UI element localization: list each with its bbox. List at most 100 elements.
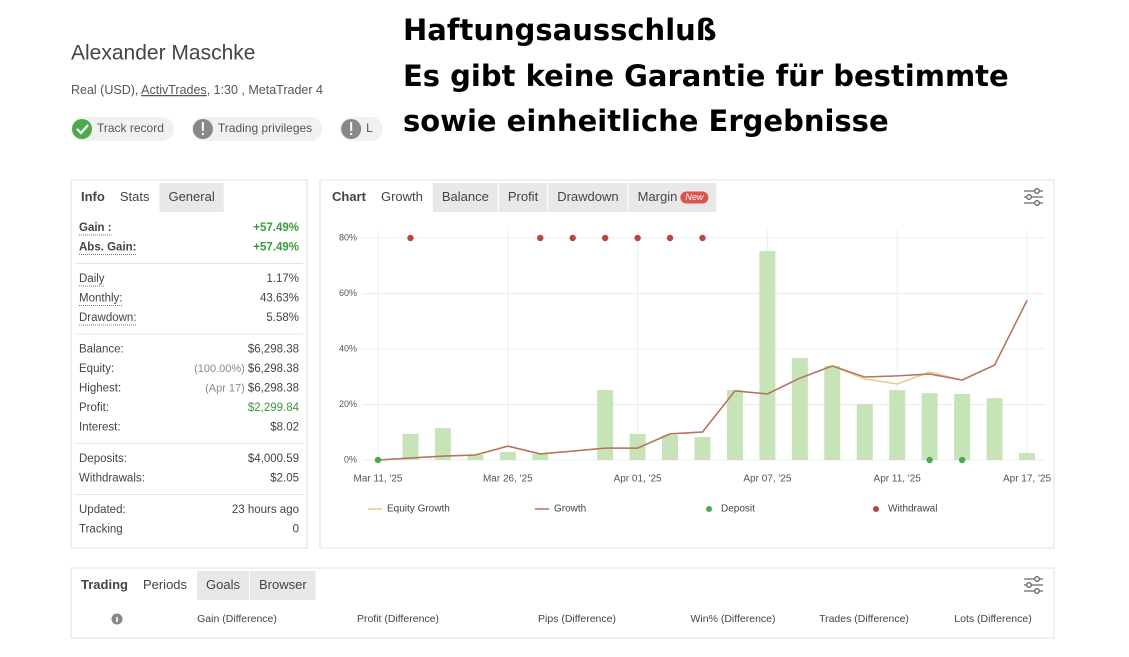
series-point xyxy=(699,234,706,242)
stat-value: $6,298.38 xyxy=(248,344,299,356)
bar xyxy=(726,390,743,460)
column-header: Gain (Difference) xyxy=(197,613,277,625)
tab[interactable] xyxy=(159,183,224,212)
bang-dot xyxy=(201,133,204,135)
stat-label: Withdrawals: xyxy=(79,473,145,485)
bar xyxy=(759,251,776,460)
series-point xyxy=(407,234,414,242)
trader-name: Alexander Maschke xyxy=(71,42,255,65)
chart-panel xyxy=(319,179,1055,549)
badge-icon xyxy=(72,119,92,139)
tab-label: Browser xyxy=(259,577,307,592)
filter-icon[interactable] xyxy=(1024,188,1043,206)
bar xyxy=(402,433,419,460)
column-header: Lots (Difference) xyxy=(954,613,1031,625)
tab-label: Drawdown xyxy=(557,189,618,204)
tab-label: General xyxy=(168,189,214,204)
legend-label[interactable]: Growth xyxy=(554,504,586,515)
tab[interactable] xyxy=(250,571,316,600)
stat-note: (Apr 17) xyxy=(205,382,245,394)
bar xyxy=(1019,453,1035,460)
tab-label: Periods xyxy=(143,577,188,592)
bar xyxy=(629,433,646,460)
stat-label: Drawdown: xyxy=(79,312,137,324)
tab-label: Balance xyxy=(442,189,489,204)
tab[interactable] xyxy=(110,183,159,212)
disclaimer-line: sowie einheitliche Ergebnisse xyxy=(403,104,889,138)
stat-value: 1.17% xyxy=(266,273,299,285)
x-tick-label: Mar 26, '25 xyxy=(483,474,533,485)
bar xyxy=(824,365,841,460)
bar xyxy=(467,455,484,460)
badge-label: Trading privileges xyxy=(218,121,312,135)
stat-value: $2,299.84 xyxy=(248,402,300,414)
tab[interactable] xyxy=(197,571,249,600)
y-tick-label: 20% xyxy=(339,399,357,409)
legend-swatch xyxy=(706,506,712,512)
new-badge xyxy=(680,191,709,204)
tab-label: Stats xyxy=(120,189,150,204)
stat-label: Monthly: xyxy=(79,293,122,305)
check-mark xyxy=(76,124,89,135)
tab[interactable] xyxy=(498,183,548,212)
tab[interactable] xyxy=(133,571,197,600)
series-point xyxy=(569,234,576,242)
stat-label: Daily xyxy=(79,273,105,285)
x-tick-label: Mar 11, '25 xyxy=(354,474,403,485)
account-type: Real (USD), xyxy=(71,83,141,97)
stat-label: Deposits: xyxy=(79,453,127,465)
bar xyxy=(889,390,906,460)
tab-label: Growth xyxy=(381,189,423,204)
series-point xyxy=(374,456,382,464)
account-details: , 1:30 , MetaTrader 4 xyxy=(207,83,323,97)
tab[interactable] xyxy=(548,183,628,212)
stat-label: Updated: xyxy=(79,504,126,516)
table-header xyxy=(72,602,1053,636)
badge-label: L xyxy=(366,121,373,135)
series-point xyxy=(958,456,966,464)
legend-swatch xyxy=(873,506,879,512)
new-badge-label: New xyxy=(685,192,704,202)
badge[interactable] xyxy=(191,117,323,141)
filter-icon[interactable] xyxy=(1024,576,1043,594)
stat-value: $2.05 xyxy=(270,473,299,485)
column-header: Win% (Difference) xyxy=(691,613,776,625)
bar xyxy=(856,403,873,460)
series-point xyxy=(537,234,544,242)
stat-value: 23 hours ago xyxy=(232,504,299,516)
bar xyxy=(986,398,1003,460)
column-header: Trades (Difference) xyxy=(819,613,909,625)
tab-label: Goals xyxy=(206,577,240,592)
bang xyxy=(350,122,353,131)
stat-value: +57.49% xyxy=(253,242,299,254)
column-header: Profit (Difference) xyxy=(357,613,439,625)
tab[interactable] xyxy=(432,183,498,212)
info-icon xyxy=(111,613,123,625)
stat-label: Profit: xyxy=(79,402,109,414)
broker-link[interactable]: ActivTrades xyxy=(141,83,207,97)
stat-value: $4,000.59 xyxy=(248,453,299,465)
legend-label[interactable]: Equity Growth xyxy=(387,504,450,515)
stats-panel xyxy=(70,179,308,549)
stat-label: Interest: xyxy=(79,422,121,434)
bang xyxy=(201,122,204,131)
tab[interactable] xyxy=(371,183,432,212)
legend-label[interactable]: Withdrawal xyxy=(888,504,937,515)
bar xyxy=(694,436,711,460)
badge[interactable] xyxy=(71,117,174,141)
stat-value: $6,298.38 xyxy=(248,383,299,395)
badge-label: Track record xyxy=(97,121,164,135)
stat-label: Abs. Gain: xyxy=(79,242,137,254)
x-tick-label: Apr 01, '25 xyxy=(614,474,662,485)
bar xyxy=(662,435,679,460)
bar xyxy=(499,451,516,460)
stat-value: 0 xyxy=(293,524,299,536)
stat-value: 43.63% xyxy=(260,293,299,305)
stat-label: Highest: xyxy=(79,383,121,395)
legend-label[interactable]: Deposit xyxy=(721,504,755,515)
tab-label: Profit xyxy=(508,189,539,204)
stat-label: Equity: xyxy=(79,363,114,375)
x-tick-label: Apr 07, '25 xyxy=(743,474,791,485)
x-tick-label: Apr 17, '25 xyxy=(1003,474,1051,485)
